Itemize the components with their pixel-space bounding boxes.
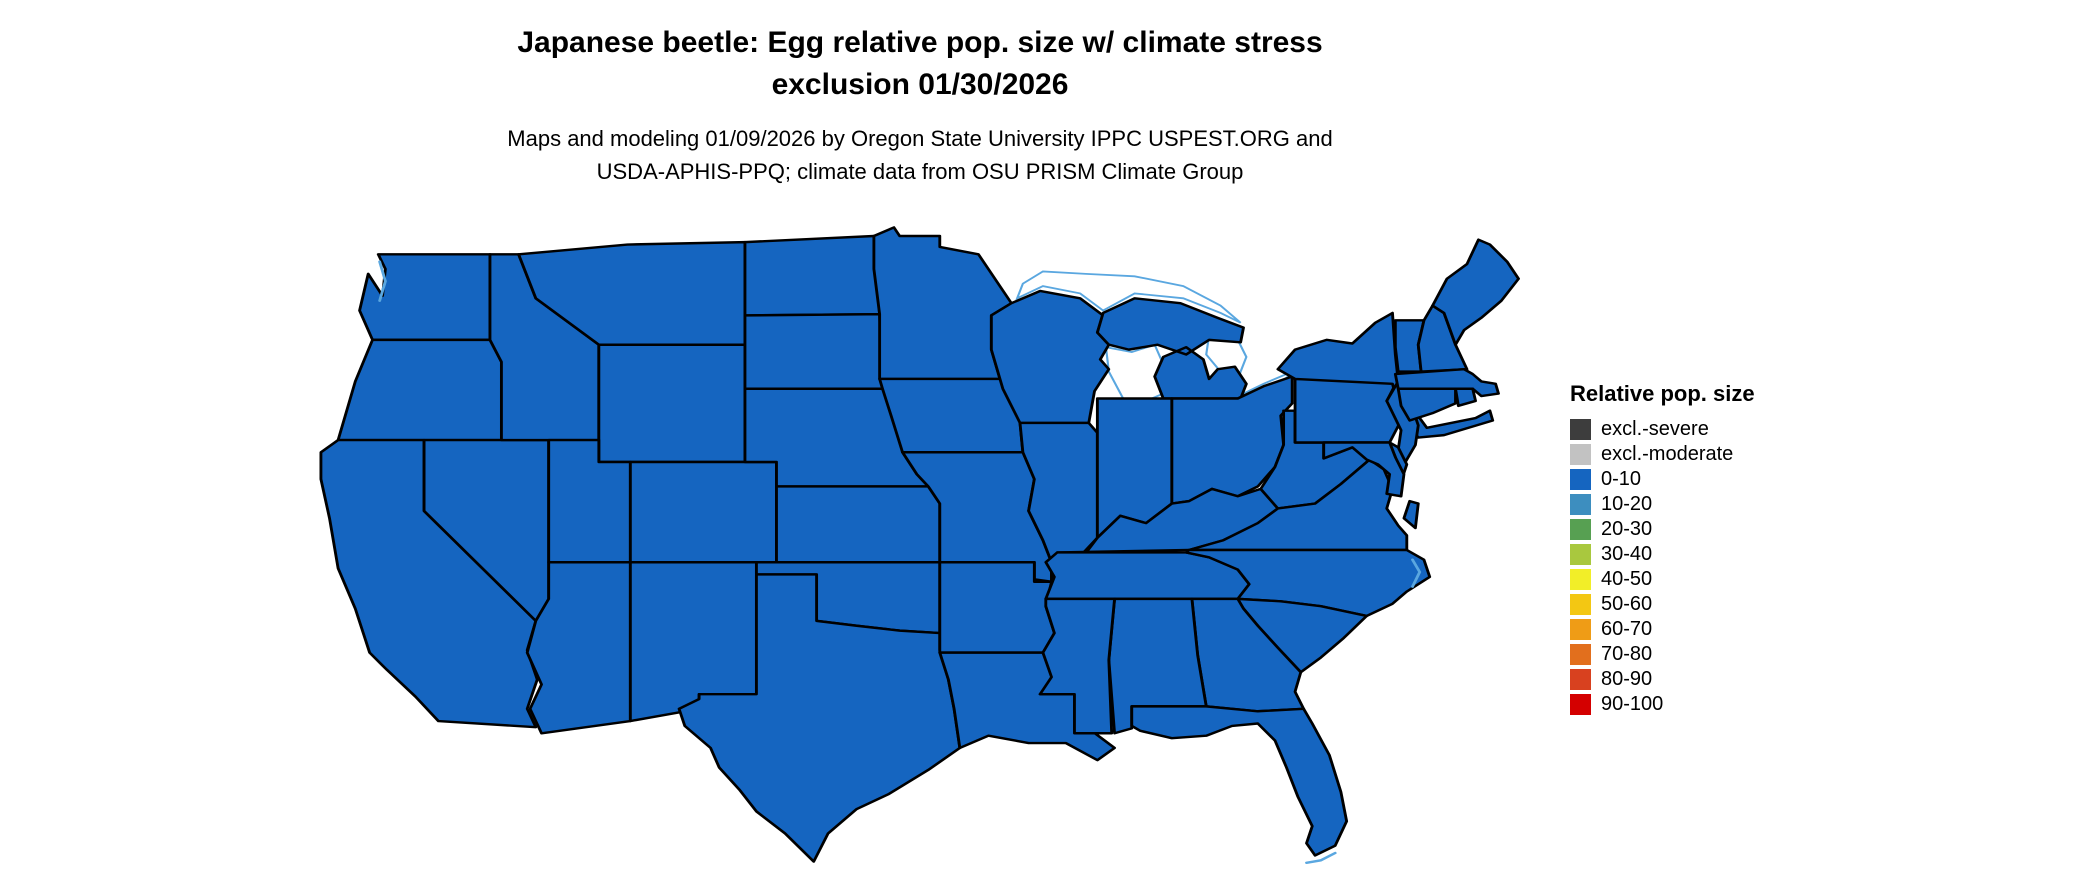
us-map-container <box>298 214 1530 886</box>
legend-label: 0-10 <box>1601 468 1642 490</box>
legend-swatch <box>1570 569 1591 590</box>
legend-swatch <box>1570 444 1591 465</box>
legend-label: 50-60 <box>1601 593 1653 615</box>
subtitle-line-2: USDA-APHIS-PPQ; climate data from OSU PR… <box>596 159 1244 184</box>
page-subtitle: Maps and modeling 01/09/2026 by Oregon S… <box>0 122 1840 188</box>
state-wisconsin <box>989 289 1111 425</box>
puget-sound-icon <box>378 260 387 302</box>
state-oregon <box>336 338 503 442</box>
lake-michigan-icon <box>1104 343 1165 402</box>
state-north-dakota <box>743 234 882 317</box>
legend-swatch <box>1570 594 1591 615</box>
legend-label: 20-30 <box>1601 518 1653 540</box>
title-line-2: exclusion 01/30/2026 <box>771 68 1069 101</box>
state-florida <box>1130 705 1349 857</box>
legend-item: 10-20 <box>1570 492 1830 517</box>
state-mississippi <box>1038 597 1116 735</box>
title-line-1: Japanese beetle: Egg relative pop. size … <box>517 26 1323 59</box>
legend-label: excl.-moderate <box>1601 443 1734 465</box>
legend-item: 80-90 <box>1570 667 1830 692</box>
legend-item: 30-40 <box>1570 542 1830 567</box>
legend-label: 90-100 <box>1601 693 1664 715</box>
legend-label: 80-90 <box>1601 668 1653 690</box>
us-map <box>319 226 1520 865</box>
legend: Relative pop. size excl.-severe excl.-mo… <box>1570 381 1830 717</box>
state-iowa <box>878 377 1025 454</box>
state-minnesota <box>872 226 1013 381</box>
subtitle-line-1: Maps and modeling 01/09/2026 by Oregon S… <box>507 126 1333 151</box>
legend-item: 0-10 <box>1570 467 1830 492</box>
legend-title: Relative pop. size <box>1570 381 1755 406</box>
legend-item: excl.-severe <box>1570 417 1830 442</box>
legend-item: 40-50 <box>1570 567 1830 592</box>
legend-swatch <box>1570 544 1591 565</box>
legend-label: 70-80 <box>1601 643 1653 665</box>
water-accents-group <box>378 260 1422 865</box>
state-connecticut <box>1396 387 1457 422</box>
state-wyoming <box>597 343 747 464</box>
state-michigan <box>1095 297 1248 400</box>
legend-swatch <box>1570 619 1591 640</box>
state-texas <box>677 573 962 863</box>
state-pennsylvania <box>1293 377 1403 444</box>
state-kansas <box>775 485 942 564</box>
legend-item: 50-60 <box>1570 592 1830 617</box>
legend-swatch <box>1570 469 1591 490</box>
legend-label: excl.-severe <box>1601 418 1709 440</box>
legend-swatch <box>1570 644 1591 665</box>
lake-superior-icon <box>1015 270 1242 324</box>
outer-banks-sound-icon <box>1411 558 1422 588</box>
legend-item: 20-30 <box>1570 517 1830 542</box>
state-virginia <box>1187 458 1420 552</box>
legend-swatch <box>1570 694 1591 715</box>
legend-swatch <box>1570 519 1591 540</box>
legend-item: excl.-moderate <box>1570 442 1830 467</box>
state-maryland <box>1322 441 1406 498</box>
state-south-dakota <box>743 312 884 390</box>
legend-swatch <box>1570 419 1591 440</box>
legend-item: 60-70 <box>1570 617 1830 642</box>
legend-label: 10-20 <box>1601 493 1653 515</box>
state-washington <box>358 253 492 342</box>
legend-swatch <box>1570 669 1591 690</box>
legend-swatch <box>1570 494 1591 515</box>
florida-keys-icon <box>1305 851 1337 865</box>
page-title: Japanese beetle: Egg relative pop. size … <box>0 22 1840 106</box>
legend-label: 60-70 <box>1601 618 1653 640</box>
legend-label: 30-40 <box>1601 543 1653 565</box>
states-group <box>319 226 1520 863</box>
state-colorado <box>628 460 778 564</box>
legend-item: 90-100 <box>1570 692 1830 717</box>
state-rhode-island <box>1454 387 1477 408</box>
state-maine <box>1431 238 1520 346</box>
legend-label: 40-50 <box>1601 568 1653 590</box>
legend-item: 70-80 <box>1570 642 1830 667</box>
legend-items: excl.-severe excl.-moderate 0-10 10-20 2… <box>1570 417 1830 717</box>
